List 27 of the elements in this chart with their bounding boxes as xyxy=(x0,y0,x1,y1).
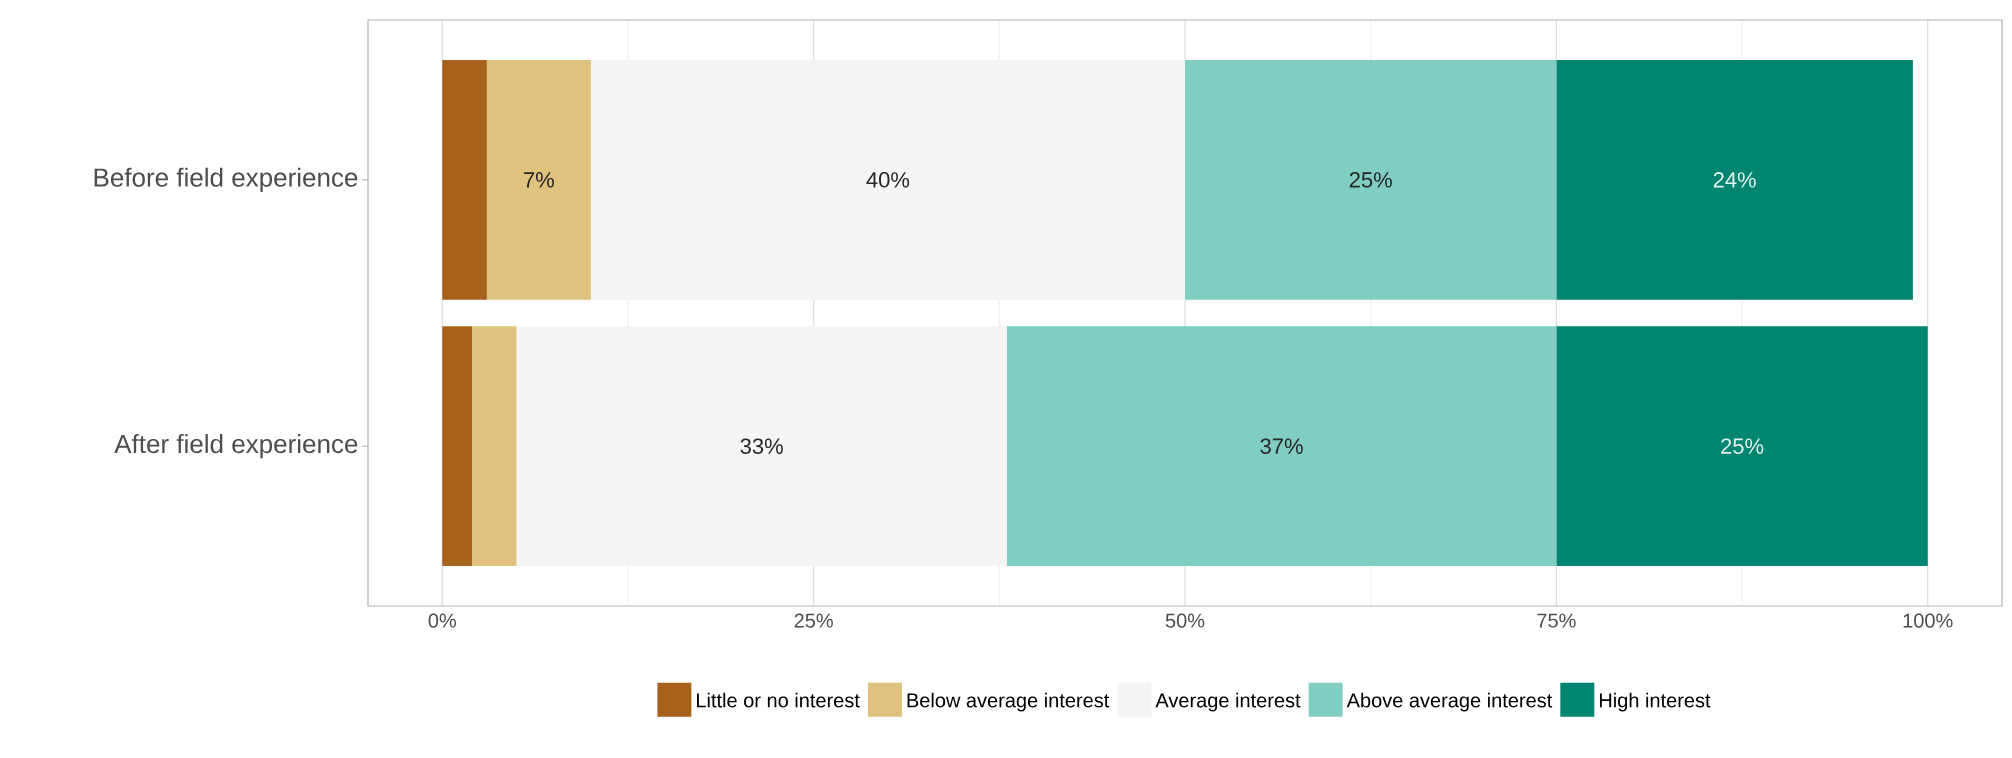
bar xyxy=(1006,326,1557,567)
legend-label: Average interest xyxy=(1155,692,1301,712)
legend-label: Little or no interest xyxy=(697,692,860,708)
data-label: 40% xyxy=(866,172,910,188)
bar xyxy=(442,326,472,567)
data-label: 33% xyxy=(740,438,783,454)
y-tick-label: After field experience xyxy=(114,434,358,459)
bar xyxy=(442,59,487,300)
legend-label: Below average interest xyxy=(907,692,1110,712)
y-tick-label: Before field experience xyxy=(94,167,358,192)
bar xyxy=(486,59,591,300)
bar xyxy=(471,326,517,567)
legend-label: High interest xyxy=(1599,692,1711,712)
data-label: 25% xyxy=(1721,438,1764,454)
x-tick-label: 0% xyxy=(428,613,457,628)
data-label: 7% xyxy=(524,172,554,188)
bar xyxy=(1185,59,1557,300)
x-tick-label: 50% xyxy=(1165,613,1205,628)
x-tick-label: 75% xyxy=(1537,613,1576,628)
data-label: 25% xyxy=(1349,172,1392,188)
bar xyxy=(1556,326,1928,567)
legend-label: Above average interest xyxy=(1346,692,1553,712)
bar xyxy=(1556,59,1913,300)
x-tick-label: 100% xyxy=(1903,613,1953,628)
data-label: 37% xyxy=(1260,438,1303,454)
x-tick-label: 25% xyxy=(794,613,833,628)
data-label: 24% xyxy=(1713,172,1756,188)
